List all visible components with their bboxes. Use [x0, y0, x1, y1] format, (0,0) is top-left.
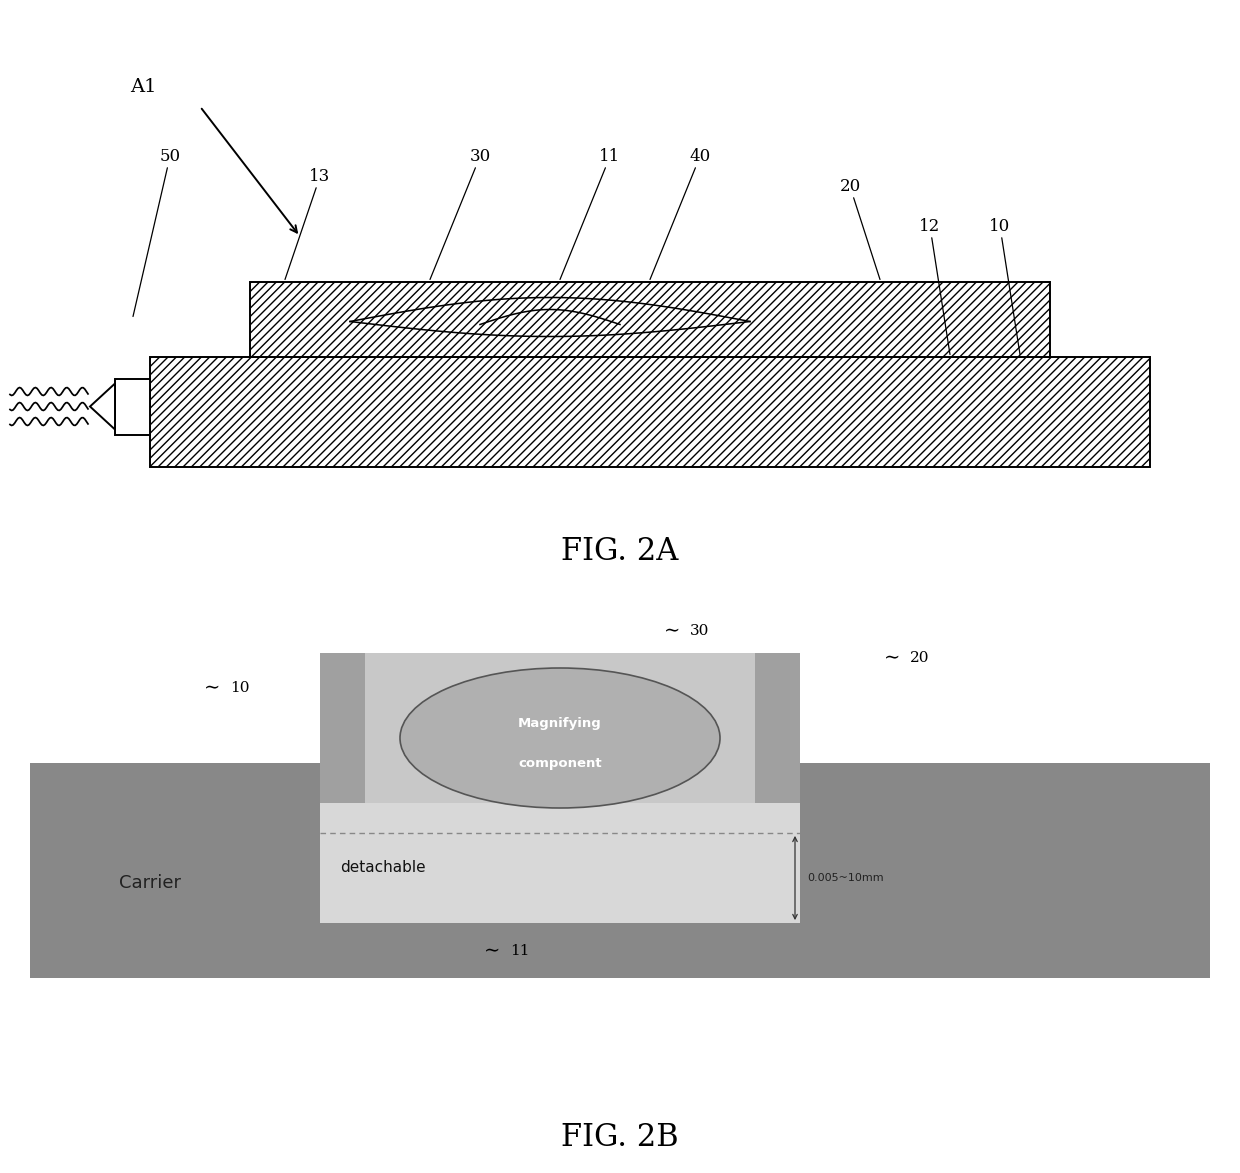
Bar	[320, 804, 800, 923]
Text: ∼: ∼	[884, 649, 900, 667]
Text: Magnifying: Magnifying	[518, 717, 601, 730]
Text: 13: 13	[285, 168, 331, 279]
Ellipse shape	[401, 667, 720, 808]
Text: 20: 20	[839, 178, 880, 279]
Text: 40: 40	[650, 148, 711, 279]
Bar	[30, 762, 1210, 978]
Text: component: component	[518, 757, 601, 769]
Text: ∼: ∼	[203, 679, 219, 697]
Text: FIG. 2A: FIG. 2A	[562, 536, 678, 567]
Text: 10: 10	[990, 218, 1021, 354]
Text: 30: 30	[430, 148, 491, 279]
Text: Carrier: Carrier	[119, 874, 181, 891]
Text: ∼: ∼	[663, 622, 680, 640]
Bar	[755, 653, 800, 923]
Text: 20: 20	[910, 651, 930, 665]
Text: 30: 30	[689, 624, 709, 638]
Text: 0.005~10mm: 0.005~10mm	[807, 873, 884, 883]
Polygon shape	[91, 384, 115, 429]
Bar	[250, 282, 1050, 357]
Bar	[320, 653, 800, 923]
Text: A1: A1	[130, 77, 156, 95]
Text: ∼: ∼	[484, 942, 500, 960]
Text: 12: 12	[919, 218, 950, 354]
Text: 11: 11	[560, 148, 621, 279]
Text: 10: 10	[229, 682, 249, 694]
Text: 50: 50	[133, 148, 181, 317]
Bar	[150, 357, 1149, 467]
Bar	[320, 653, 365, 923]
Text: detachable: detachable	[340, 861, 425, 875]
Bar	[115, 379, 150, 434]
Text: 11: 11	[510, 944, 529, 958]
Text: FIG. 2B: FIG. 2B	[562, 1123, 678, 1153]
